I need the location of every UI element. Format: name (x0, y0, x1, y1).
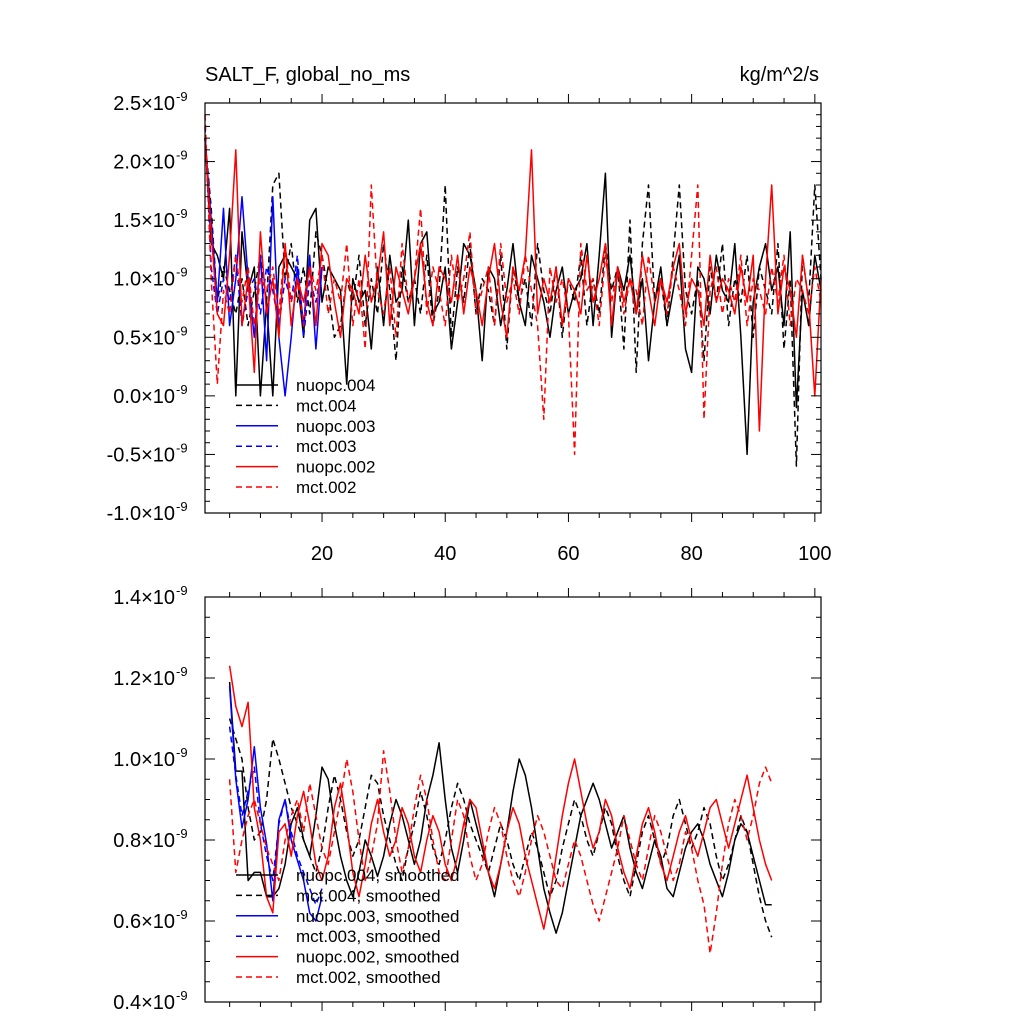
y-tick-label: 0.6×10 (113, 911, 175, 933)
y-tick-exponent: -9 (176, 89, 188, 104)
y-tick-exponent: -9 (176, 382, 188, 397)
series-line-nuopc-002 (204, 138, 822, 432)
legend-label: nuopc.004 (296, 376, 375, 395)
series-line-mct-002-smoothed (228, 750, 773, 955)
y-tick-label: 0.4×10 (113, 992, 175, 1014)
y-tick-exponent: -9 (176, 664, 188, 679)
y-tick-label: 1.0×10 (113, 749, 175, 771)
legend-label: mct.004 (296, 396, 356, 415)
series-line-mct-003 (204, 126, 323, 339)
series-line-mct-002 (204, 114, 822, 456)
legend-label: nuopc.002 (296, 458, 375, 477)
legend-label: nuopc.003, smoothed (296, 907, 460, 926)
legend-label: nuopc.002, smoothed (296, 948, 460, 967)
y-tick-exponent: -9 (176, 323, 188, 338)
series-line-nuopc-002-smoothed (228, 665, 773, 930)
y-tick-label: -1.0×10 (107, 503, 175, 525)
y-tick-label: 0.5×10 (113, 327, 175, 349)
y-tick-exponent: -9 (176, 148, 188, 163)
chart-title: SALT_F, global_no_ms (205, 64, 410, 86)
legend-label: mct.002, smoothed (296, 968, 441, 987)
series-line-nuopc-003-smoothed (228, 686, 323, 922)
x-tick-label: 80 (681, 543, 703, 565)
y-tick-label: 1.0×10 (113, 269, 175, 291)
legend-label: nuopc.003 (296, 417, 375, 436)
series-line-nuopc-004 (204, 138, 822, 456)
y-tick-exponent: -9 (176, 745, 188, 760)
legend-label: mct.003 (296, 437, 356, 456)
legend-label: mct.003, smoothed (296, 927, 441, 946)
y-tick-label: 2.5×10 (113, 93, 175, 115)
y-tick-label: 1.2×10 (113, 668, 175, 690)
chart-panel-2: 1.4×10 -91.2×10 -91.0×10 -90.8×10 -90.6×10 -9… (113, 583, 822, 1014)
legend-label: mct.002 (296, 478, 356, 497)
y-tick-exponent: -9 (176, 988, 188, 1003)
y-tick-label: -0.5×10 (107, 444, 175, 466)
legend-label: mct.004, smoothed (296, 886, 441, 905)
y-tick-exponent: -9 (176, 265, 188, 280)
units-label: kg/m^2/s (740, 64, 819, 86)
x-tick-label: 100 (798, 543, 831, 565)
y-tick-exponent: -9 (176, 583, 188, 598)
x-tick-label: 20 (311, 543, 333, 565)
x-tick-label: 60 (557, 543, 579, 565)
plot-frame (204, 102, 822, 514)
legend-label: nuopc.004, smoothed (296, 866, 460, 885)
x-tick-label: 40 (434, 543, 456, 565)
y-tick-exponent: -9 (176, 907, 188, 922)
y-tick-label: 1.5×10 (113, 210, 175, 232)
y-tick-exponent: -9 (176, 440, 188, 455)
series-line-mct-003-smoothed (228, 726, 323, 906)
y-tick-exponent: -9 (176, 499, 188, 514)
y-tick-label: 1.4×10 (113, 587, 175, 609)
y-tick-label: 2.0×10 (113, 152, 175, 174)
y-tick-label: 0.8×10 (113, 830, 175, 852)
y-tick-label: 0.0×10 (113, 386, 175, 408)
y-tick-exponent: -9 (176, 826, 188, 841)
y-tick-exponent: -9 (176, 206, 188, 221)
series-line-mct-004-smoothed (228, 718, 773, 938)
